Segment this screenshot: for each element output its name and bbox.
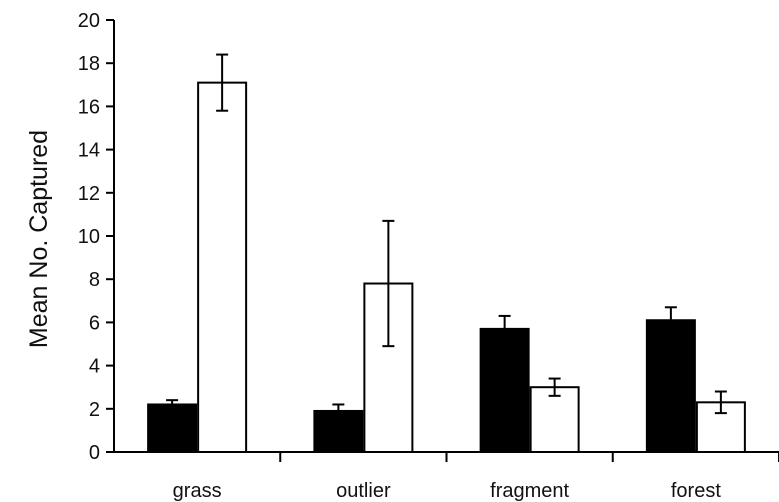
- x-category-label: fragment: [490, 480, 569, 502]
- y-axis-title: Mean No. Captured: [25, 130, 53, 348]
- chart-marks: [147, 53, 746, 454]
- y-tick-label: 12: [78, 183, 100, 205]
- x-category-label: grass: [173, 480, 222, 502]
- y-tick-label: 2: [89, 399, 100, 421]
- y-tick-label: 4: [89, 356, 100, 378]
- y-tick-label: 18: [78, 53, 100, 75]
- x-axis-ticks: grass outlier fragment forest: [173, 452, 779, 502]
- chart-axes: 0 2 4 6 8 10 12 14 16 18 20 grass outlier fragment fo…: [78, 10, 779, 502]
- y-axis-ticks: 0 2 4 6 8 10 12 14 16 18 20: [78, 10, 114, 464]
- y-tick-label: 14: [78, 140, 100, 162]
- y-tick-label: 0: [89, 442, 100, 464]
- bar: [529, 386, 580, 454]
- x-category-label: outlier: [336, 480, 391, 502]
- bar: [197, 81, 248, 453]
- y-tick-label: 10: [78, 226, 100, 248]
- bar: [147, 403, 198, 454]
- y-tick-label: 16: [78, 96, 100, 118]
- bar: [479, 327, 530, 454]
- y-tick-label: 20: [78, 10, 100, 32]
- x-category-label: forest: [671, 480, 721, 502]
- y-tick-label: 8: [89, 269, 100, 291]
- bar: [645, 319, 696, 453]
- y-tick-label: 6: [89, 312, 100, 334]
